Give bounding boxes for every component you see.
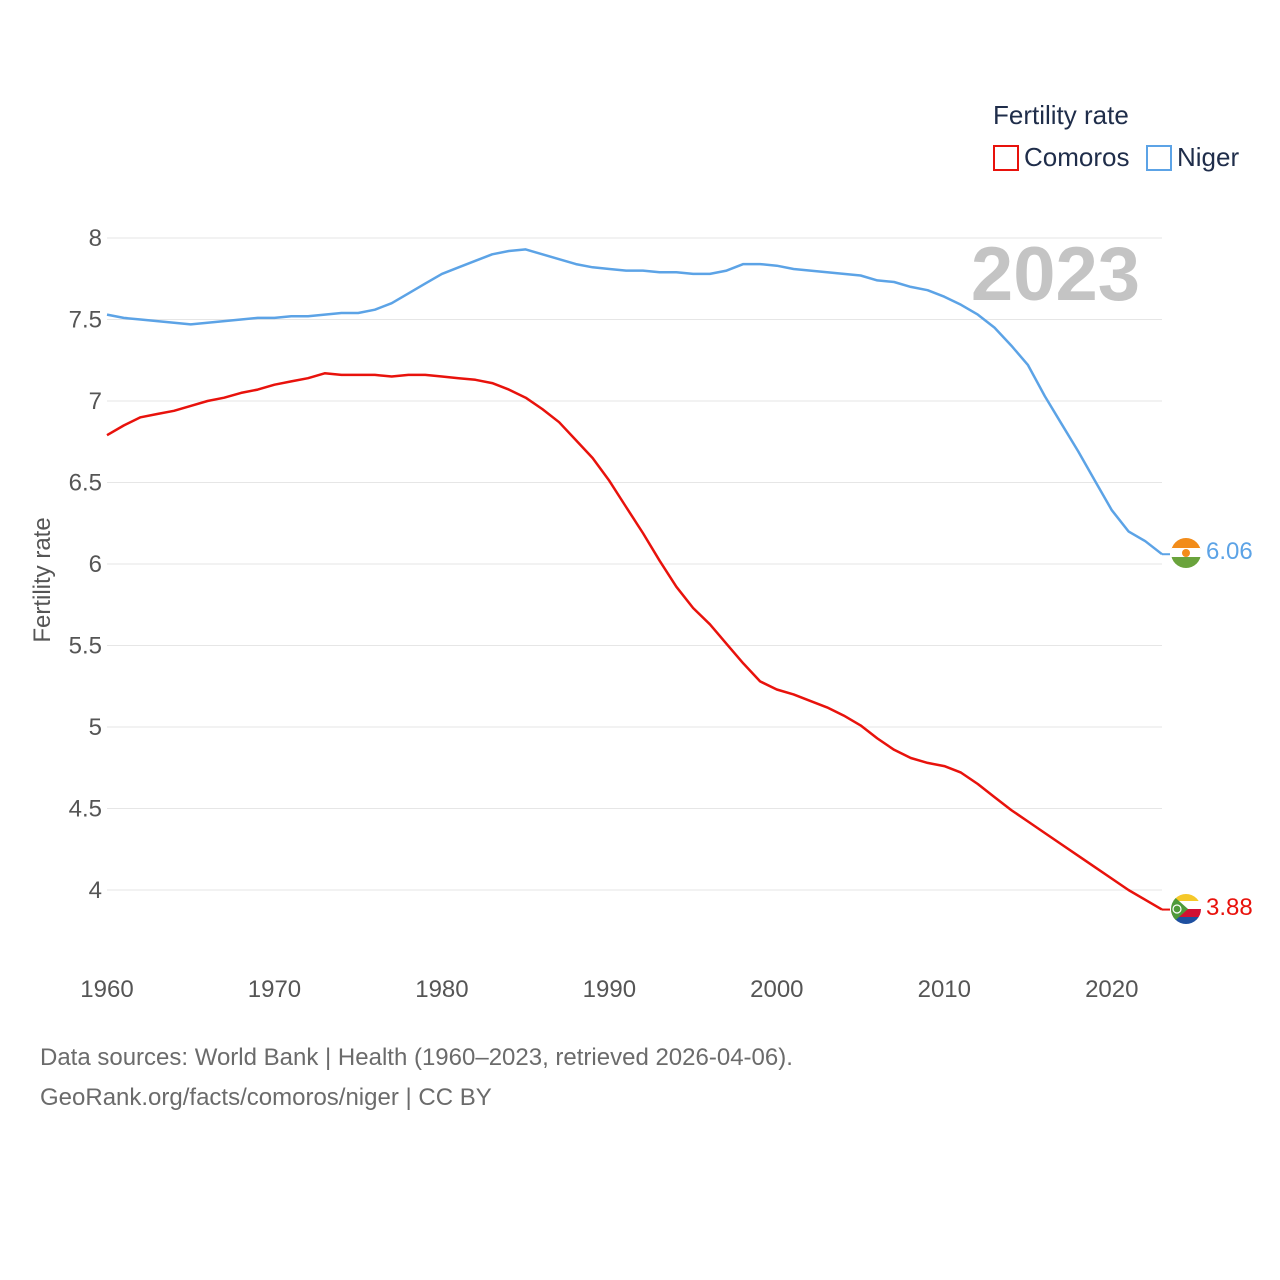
footer-attribution: GeoRank.org/facts/comoros/niger | CC BY [40,1084,492,1111]
x-tick-label: 2020 [1085,976,1138,1003]
legend-label-niger: Niger [1177,142,1239,172]
x-tick-label: 2010 [918,976,971,1003]
end-label-comoros: 3.88 [1206,894,1253,921]
y-axis-ticks: 4 4.5 5 5.5 6 6.5 7 7.5 8 [69,225,102,904]
x-tick-label: 1960 [80,976,133,1003]
x-axis-ticks: 1960 1970 1980 1990 2000 2010 2020 [80,976,1138,1003]
y-tick-label: 5 [89,714,102,741]
y-axis-title: Fertility rate [29,517,56,642]
y-tick-label: 4 [89,877,102,904]
series-lines [106,248,1170,911]
x-tick-label: 1980 [415,976,468,1003]
legend-swatch-comoros [993,145,1019,171]
series-line-comoros [106,372,1163,911]
footer-sources: Data sources: World Bank | Health (1960–… [40,1044,793,1071]
x-tick-label: 1970 [248,976,301,1003]
comoros-flag-icon [1171,894,1201,924]
series-line-niger [106,248,1163,556]
legend: Fertility rate Comoros Niger [993,100,1239,172]
y-tick-label: 6.5 [69,470,102,497]
end-label-niger: 6.06 [1206,538,1253,565]
year-label: 2023 [971,232,1140,317]
legend-swatch-niger [1146,145,1172,171]
legend-title: Fertility rate [993,100,1129,130]
x-tick-label: 2000 [750,976,803,1003]
legend-label-comoros: Comoros [1024,142,1129,172]
gridlines [107,237,1162,891]
niger-flag-icon [1171,538,1201,568]
y-tick-label: 8 [89,225,102,252]
x-tick-label: 1990 [583,976,636,1003]
y-tick-label: 5.5 [69,633,102,660]
y-tick-label: 4.5 [69,796,102,823]
y-tick-label: 7.5 [69,307,102,334]
y-tick-label: 6 [89,551,102,578]
y-tick-label: 7 [89,388,102,415]
